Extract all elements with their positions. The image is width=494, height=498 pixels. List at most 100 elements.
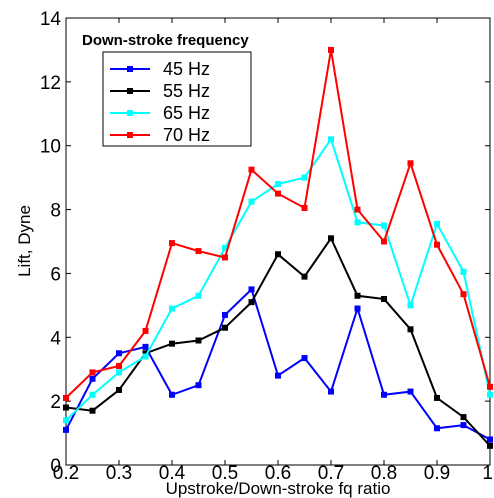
data-point	[407, 160, 414, 167]
x-tick-label: 0.6	[265, 463, 291, 484]
data-point	[248, 286, 255, 293]
data-point	[460, 422, 467, 429]
data-point	[487, 383, 493, 390]
data-point	[275, 251, 281, 258]
y-axis: 0 2 4 6 8 10 12 14	[40, 9, 490, 477]
legend-entry: 55 Hz	[110, 81, 210, 101]
legend-marker	[127, 110, 133, 116]
data-point	[407, 302, 414, 309]
legend-label: 55 Hz	[163, 81, 210, 101]
data-point	[63, 394, 69, 401]
data-point	[142, 343, 149, 350]
data-point	[222, 311, 228, 318]
data-point	[222, 324, 228, 331]
data-point	[434, 394, 440, 401]
data-point	[275, 181, 281, 188]
data-point	[381, 391, 387, 398]
data-point	[222, 254, 228, 261]
data-point	[169, 391, 175, 398]
data-point	[89, 369, 96, 376]
data-point	[169, 340, 175, 347]
data-point	[354, 219, 361, 226]
data-point	[354, 305, 361, 312]
data-point	[116, 369, 122, 376]
data-point	[142, 353, 149, 360]
data-point	[248, 166, 255, 173]
data-point	[116, 386, 122, 393]
series-65-hz	[63, 136, 493, 424]
x-axis-label: Upstroke/Down-stroke fq ratio	[166, 479, 391, 498]
legend-entry: 70 Hz	[110, 125, 210, 145]
data-point	[195, 382, 202, 389]
data-point	[381, 222, 387, 229]
legend-title: Down-stroke frequency	[82, 32, 249, 49]
data-point	[354, 206, 361, 213]
data-point	[116, 350, 122, 357]
y-tick-label: 2	[50, 392, 61, 413]
series-45-hz	[63, 286, 493, 443]
data-point	[460, 414, 467, 421]
x-tick-label: 0.3	[106, 463, 132, 484]
legend-entry: 45 Hz	[110, 59, 210, 79]
data-point	[487, 436, 493, 443]
data-point	[142, 350, 149, 357]
y-tick-label: 0	[50, 456, 61, 477]
data-point	[248, 299, 255, 306]
y-axis-label: Lift, Dyne	[15, 205, 34, 277]
data-point	[89, 375, 96, 382]
legend-label: 70 Hz	[163, 125, 210, 145]
data-point	[460, 291, 467, 298]
data-point	[275, 372, 281, 379]
data-point	[301, 204, 308, 211]
x-axis: 0.2 0.3 0.4 0.5 0.6 0.7 0.8 0.9 1	[53, 18, 493, 484]
data-point	[328, 136, 334, 143]
data-point	[487, 391, 493, 398]
data-point	[328, 46, 334, 53]
data-point	[89, 407, 96, 414]
data-point	[460, 268, 467, 275]
data-point	[169, 240, 175, 247]
data-point	[381, 238, 387, 245]
x-tick-label: 0.8	[371, 463, 397, 484]
y-tick-label: 10	[40, 137, 61, 158]
data-point	[487, 442, 493, 449]
series-layer	[63, 46, 493, 449]
legend-marker	[127, 66, 133, 72]
data-point	[301, 174, 308, 181]
x-tick-label: 0.4	[159, 463, 186, 484]
data-point	[407, 388, 414, 395]
data-point	[195, 337, 202, 344]
series-70-hz	[63, 46, 493, 401]
data-point	[63, 404, 69, 411]
data-point	[407, 326, 414, 333]
data-point	[434, 425, 440, 432]
data-point	[328, 235, 334, 242]
data-point	[142, 327, 149, 334]
series-55-hz	[63, 235, 493, 449]
data-point	[301, 273, 308, 280]
y-tick-label: 8	[50, 201, 61, 222]
legend-marker	[127, 132, 133, 138]
legend-entry: 65 Hz	[110, 103, 210, 123]
legend-marker	[127, 88, 133, 94]
x-tick-label: 0.2	[53, 463, 79, 484]
data-point	[195, 248, 202, 255]
x-tick-label: 1	[482, 463, 493, 484]
data-point	[434, 241, 440, 248]
data-point	[328, 388, 334, 395]
data-point	[301, 355, 308, 362]
legend-label: 65 Hz	[163, 103, 210, 123]
data-point	[169, 305, 175, 312]
data-point	[222, 244, 228, 251]
x-tick-label: 0.5	[212, 463, 238, 484]
legend-label: 45 Hz	[163, 59, 210, 79]
data-point	[354, 292, 361, 299]
data-point	[116, 363, 122, 370]
data-point	[63, 417, 69, 424]
x-tick-label: 0.7	[318, 463, 344, 484]
data-point	[195, 292, 202, 299]
x-tick-label: 0.9	[424, 463, 450, 484]
